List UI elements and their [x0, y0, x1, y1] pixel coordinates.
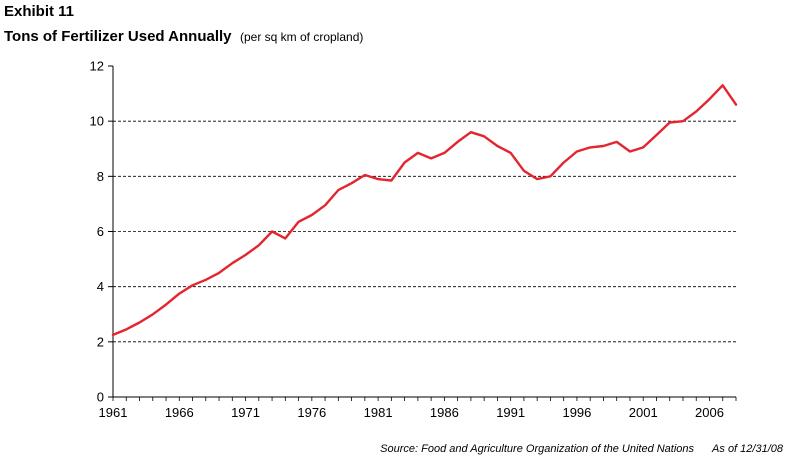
x-tick-label-2006: 2006: [695, 405, 724, 420]
y-tick-label-2: 2: [97, 334, 104, 349]
footer: Source: Food and Agriculture Organizatio…: [0, 443, 783, 455]
as-of-note: As of 12/31/08: [712, 443, 783, 455]
chart-subtitle: (per sq km of cropland): [239, 30, 364, 44]
x-tick-label-1971: 1971: [231, 405, 260, 420]
source-note: Source: Food and Agriculture Organizatio…: [380, 443, 695, 455]
series-group: [111, 84, 738, 337]
x-tick-label-1981: 1981: [364, 405, 393, 420]
series-line-0: [111, 84, 738, 337]
x-tick-label-1991: 1991: [496, 405, 525, 420]
y-tick-label-12: 12: [90, 59, 104, 74]
y-tick-label-6: 6: [97, 224, 104, 239]
y-tick-label-8: 8: [97, 169, 104, 184]
grid-lines: [113, 120, 736, 343]
y-tick-label-4: 4: [97, 279, 104, 294]
chart-title: Tons of Fertilizer Used Annually: [4, 28, 232, 45]
x-tick-label-1976: 1976: [297, 405, 326, 420]
x-axis-ticks: 1961 1966 1971 1976 1981 1986 1991 1996 2001 2006: [99, 397, 737, 420]
y-tick-label-0: 0: [97, 390, 104, 405]
x-tick-label-1961: 1961: [99, 405, 128, 420]
x-tick-label-1996: 1996: [562, 405, 591, 420]
x-tick-label-1966: 1966: [165, 405, 194, 420]
chart-title-line: Tons of Fertilizer Used Annually (per sq…: [4, 28, 363, 46]
x-tick-label-2001: 2001: [629, 405, 658, 420]
y-axis-ticks: 0 2 4 6 8 10 12: [90, 59, 113, 405]
exhibit-label: Exhibit 11: [4, 3, 75, 20]
x-tick-label-1986: 1986: [430, 405, 459, 420]
y-tick-label-10: 10: [90, 114, 104, 129]
